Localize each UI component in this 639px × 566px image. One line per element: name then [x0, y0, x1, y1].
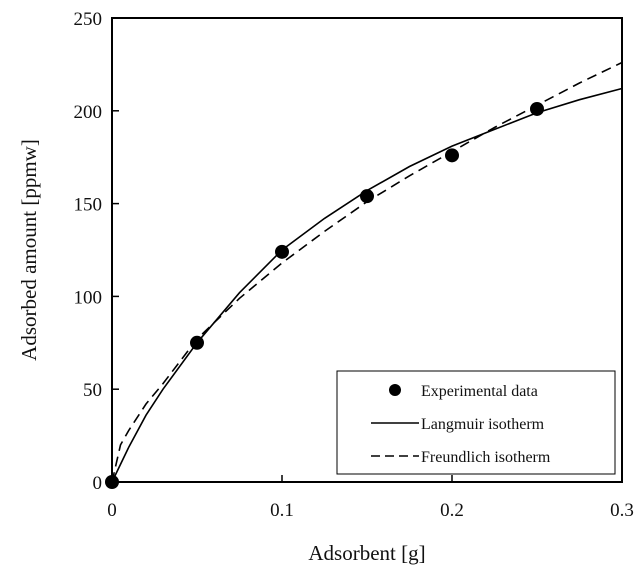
experimental-data-point [530, 101, 544, 116]
plot-area-frame [111, 17, 623, 483]
y-axis: 0 50 100 150 200 250 [74, 9, 119, 494]
y-tick-label: 250 [74, 9, 103, 30]
legend-label-freundlich-isotherm: Freundlich isotherm [421, 449, 551, 466]
freundlich-isotherm-curve [111, 61, 623, 483]
x-axis: 0 0.1 0.2 0.3 [107, 475, 634, 521]
x-axis-title: Adsorbent [g] [308, 541, 425, 565]
y-tick-label: 200 [74, 102, 103, 123]
experimental-data-point [105, 475, 119, 489]
series-lines [111, 61, 623, 483]
x-tick-label: 0.3 [610, 500, 634, 521]
experimental-data-point [190, 335, 204, 350]
legend: Experimental data Langmuir isotherm Freu… [336, 370, 616, 475]
y-tick-label: 150 [74, 195, 103, 216]
experimental-data-point [445, 148, 459, 163]
y-tick-label: 0 [93, 473, 103, 494]
experimental-points [105, 101, 544, 489]
experimental-data-point [360, 189, 374, 204]
x-tick-label: 0.1 [270, 500, 294, 521]
x-tick-label: 0.2 [440, 500, 464, 521]
x-tick-label: 0 [107, 500, 117, 521]
experimental-data-point [275, 244, 289, 259]
y-tick-label: 50 [83, 380, 102, 401]
legend-label-langmuir-isotherm: Langmuir isotherm [421, 416, 545, 433]
y-tick-label: 100 [74, 287, 103, 308]
langmuir-isotherm-curve [111, 87, 623, 483]
legend-marker-experimental-data [389, 384, 401, 396]
y-axis-title: Adsorbed amount [ppmw] [17, 139, 41, 361]
legend-label-experimental-data: Experimental data [421, 383, 538, 400]
